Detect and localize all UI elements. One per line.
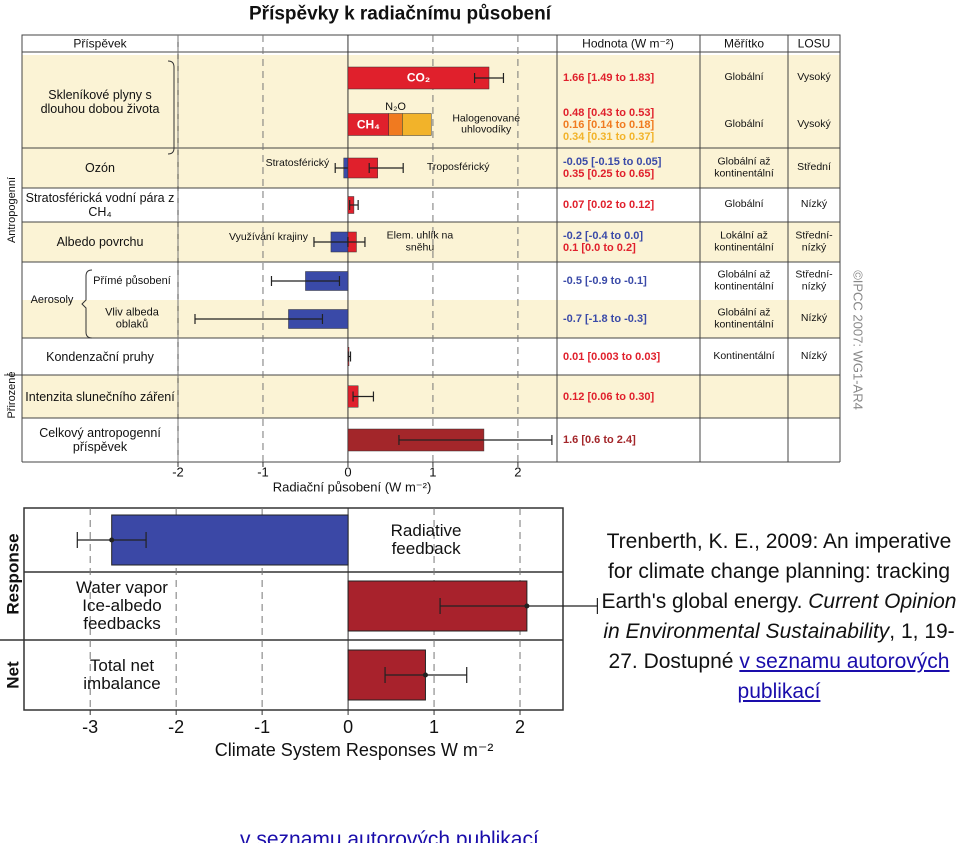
losu: Vysoký [797,117,831,130]
column-header: Měřítko [723,36,764,51]
citation: Trenberth, K. E., 2009: An imperative fo… [598,527,960,707]
row-bg [22,375,840,418]
x-axis-label: Climate System Responses W m⁻² [214,739,494,760]
citation-link[interactable]: v seznamu autorových publikací [737,650,950,703]
row-label: Stratosférická vodní pára z CH₄ [25,191,175,219]
value-label: 0.01 [0.003 to 0.03] [563,350,661,363]
value-label: -0.2 [-0.4 to 0.0] [563,229,644,242]
scale: Globální až kontinentální [714,268,774,292]
row-bg [22,222,840,262]
value-label: -0.7 [-1.8 to -0.3] [563,312,647,325]
column-header: LOSU [797,36,831,51]
bar [111,514,349,566]
losu: Střední [797,161,831,174]
side-label: Net [3,661,23,689]
x-tick-label: -1 [257,464,269,480]
bar-name: N₂O [385,100,406,113]
bar-name: Stratosférický [265,157,330,170]
group-label: Aerosoly [30,293,74,306]
chart-title: Příspěvky k radiačnímu působení [249,3,551,25]
scale: Globální [724,198,764,211]
row-bg [22,338,840,375]
value-label: 0.1 [0.0 to 0.2] [563,241,636,254]
brace [81,269,93,339]
losu: Nízký [800,312,828,325]
scale: Globální až kontinentální [714,306,774,330]
value-label: -0.5 [-0.9 to -0.1] [563,274,647,287]
value-label: 0.34 [0.31 to 0.37] [563,130,655,143]
scale: Globální [724,71,764,84]
citation-text: Trenberth, K. E., 2009: An imperative fo… [601,530,952,613]
scale: Globální [724,117,764,130]
x-tick-label: -2 [168,716,185,737]
losu: Nízký [800,349,828,362]
row-label: Intenzita slunečního záření [25,389,175,404]
bar-name: Halogenované uhlovodíky [452,111,521,136]
category-label: Water vapor Ice-albedo feedbacks [76,578,168,633]
citation-journal: Current Opinion in Environmental Sustain… [603,590,957,643]
losu: Střední-nízký [795,229,833,253]
side-label: Response [3,533,23,615]
value-label: 0.07 [0.02 to 0.12] [563,198,655,211]
x-tick-label: 2 [515,716,526,737]
x-tick-label: 0 [343,716,354,737]
row-bg [22,148,840,188]
value-label: 0.35 [0.25 to 0.65] [563,167,655,180]
x-tick-label: -2 [172,464,184,480]
scale: Kontinentální [713,349,775,362]
bar [402,113,432,136]
value-label: 0.12 [0.06 to 0.30] [563,390,655,403]
value-label: 1.66 [1.49 to 1.83] [563,71,655,84]
row-label: Skleníkové plyny s dlouhou dobou života [40,87,160,116]
row-bg [22,188,840,222]
row-label: Ozón [85,161,115,175]
column-header: Příspěvek [73,36,127,51]
bar-name: Troposférický [426,161,490,174]
category-label: Radiative feedback [390,521,462,558]
value-dot [422,672,428,678]
scale: Lokální až kontinentální [714,229,774,253]
subrow-label: Vliv albeda oblaků [105,306,159,331]
x-tick-label: 2 [514,464,522,480]
value-label: 0.16 [0.14 to 0.18] [563,118,655,131]
footer: v seznamu autorových publikací [240,828,539,843]
x-tick-label: -3 [82,716,99,737]
losu: Střední-nízký [795,268,833,292]
footer-link[interactable]: v seznamu autorových publikací [240,828,539,843]
category-label: Total net imbalance [83,656,161,693]
row-label: Albedo povrchu [56,235,144,249]
value-label: 1.6 [0.6 to 2.4] [563,433,636,446]
bar-name: Elem. uhlík na sněhu [386,229,454,253]
x-tick-label: 0 [344,464,352,480]
losu: Vysoký [797,71,831,84]
bar-name: Využívání krajiny [228,231,308,244]
subrow-label: Přímé působení [93,274,171,287]
x-tick-label: 1 [429,716,440,737]
citation-details: , 1, 19-27. Dostupné [608,620,955,673]
value-label: -0.05 [-0.15 to 0.05] [563,155,662,168]
brace [167,60,175,155]
row-bg [22,262,840,300]
losu: Nízký [800,198,828,211]
scale: Globální až kontinentální [714,155,774,179]
value-label: 0.48 [0.43 to 0.53] [563,106,655,119]
x-tick-label: 1 [429,464,437,480]
side-label: Přirozené [5,371,18,419]
x-tick-label: -1 [254,716,271,737]
value-dot [109,537,115,543]
credit: ©IPCC 2007: WG1-AR4 [850,270,866,410]
bar-name: CH₄ [356,116,380,131]
x-axis-label: Radiační působení (W m⁻²) [272,479,432,495]
row-bg [22,300,840,338]
side-label: Antropogenní [5,176,18,244]
row-label: Kondenzační pruhy [46,349,154,364]
column-header: Hodnota (W m⁻²) [582,36,674,51]
bar-name: CO₂ [406,70,431,85]
row-label: Celkový antropogenní příspěvek [39,426,161,454]
value-dot [524,603,530,609]
